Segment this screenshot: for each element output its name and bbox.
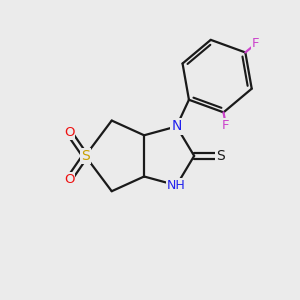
Text: S: S bbox=[81, 149, 90, 163]
Text: NH: NH bbox=[167, 179, 186, 192]
Text: F: F bbox=[252, 38, 259, 50]
Text: S: S bbox=[216, 149, 225, 163]
Text: F: F bbox=[222, 119, 230, 132]
Text: N: N bbox=[171, 119, 182, 134]
Text: O: O bbox=[64, 173, 74, 186]
Text: O: O bbox=[64, 126, 74, 139]
